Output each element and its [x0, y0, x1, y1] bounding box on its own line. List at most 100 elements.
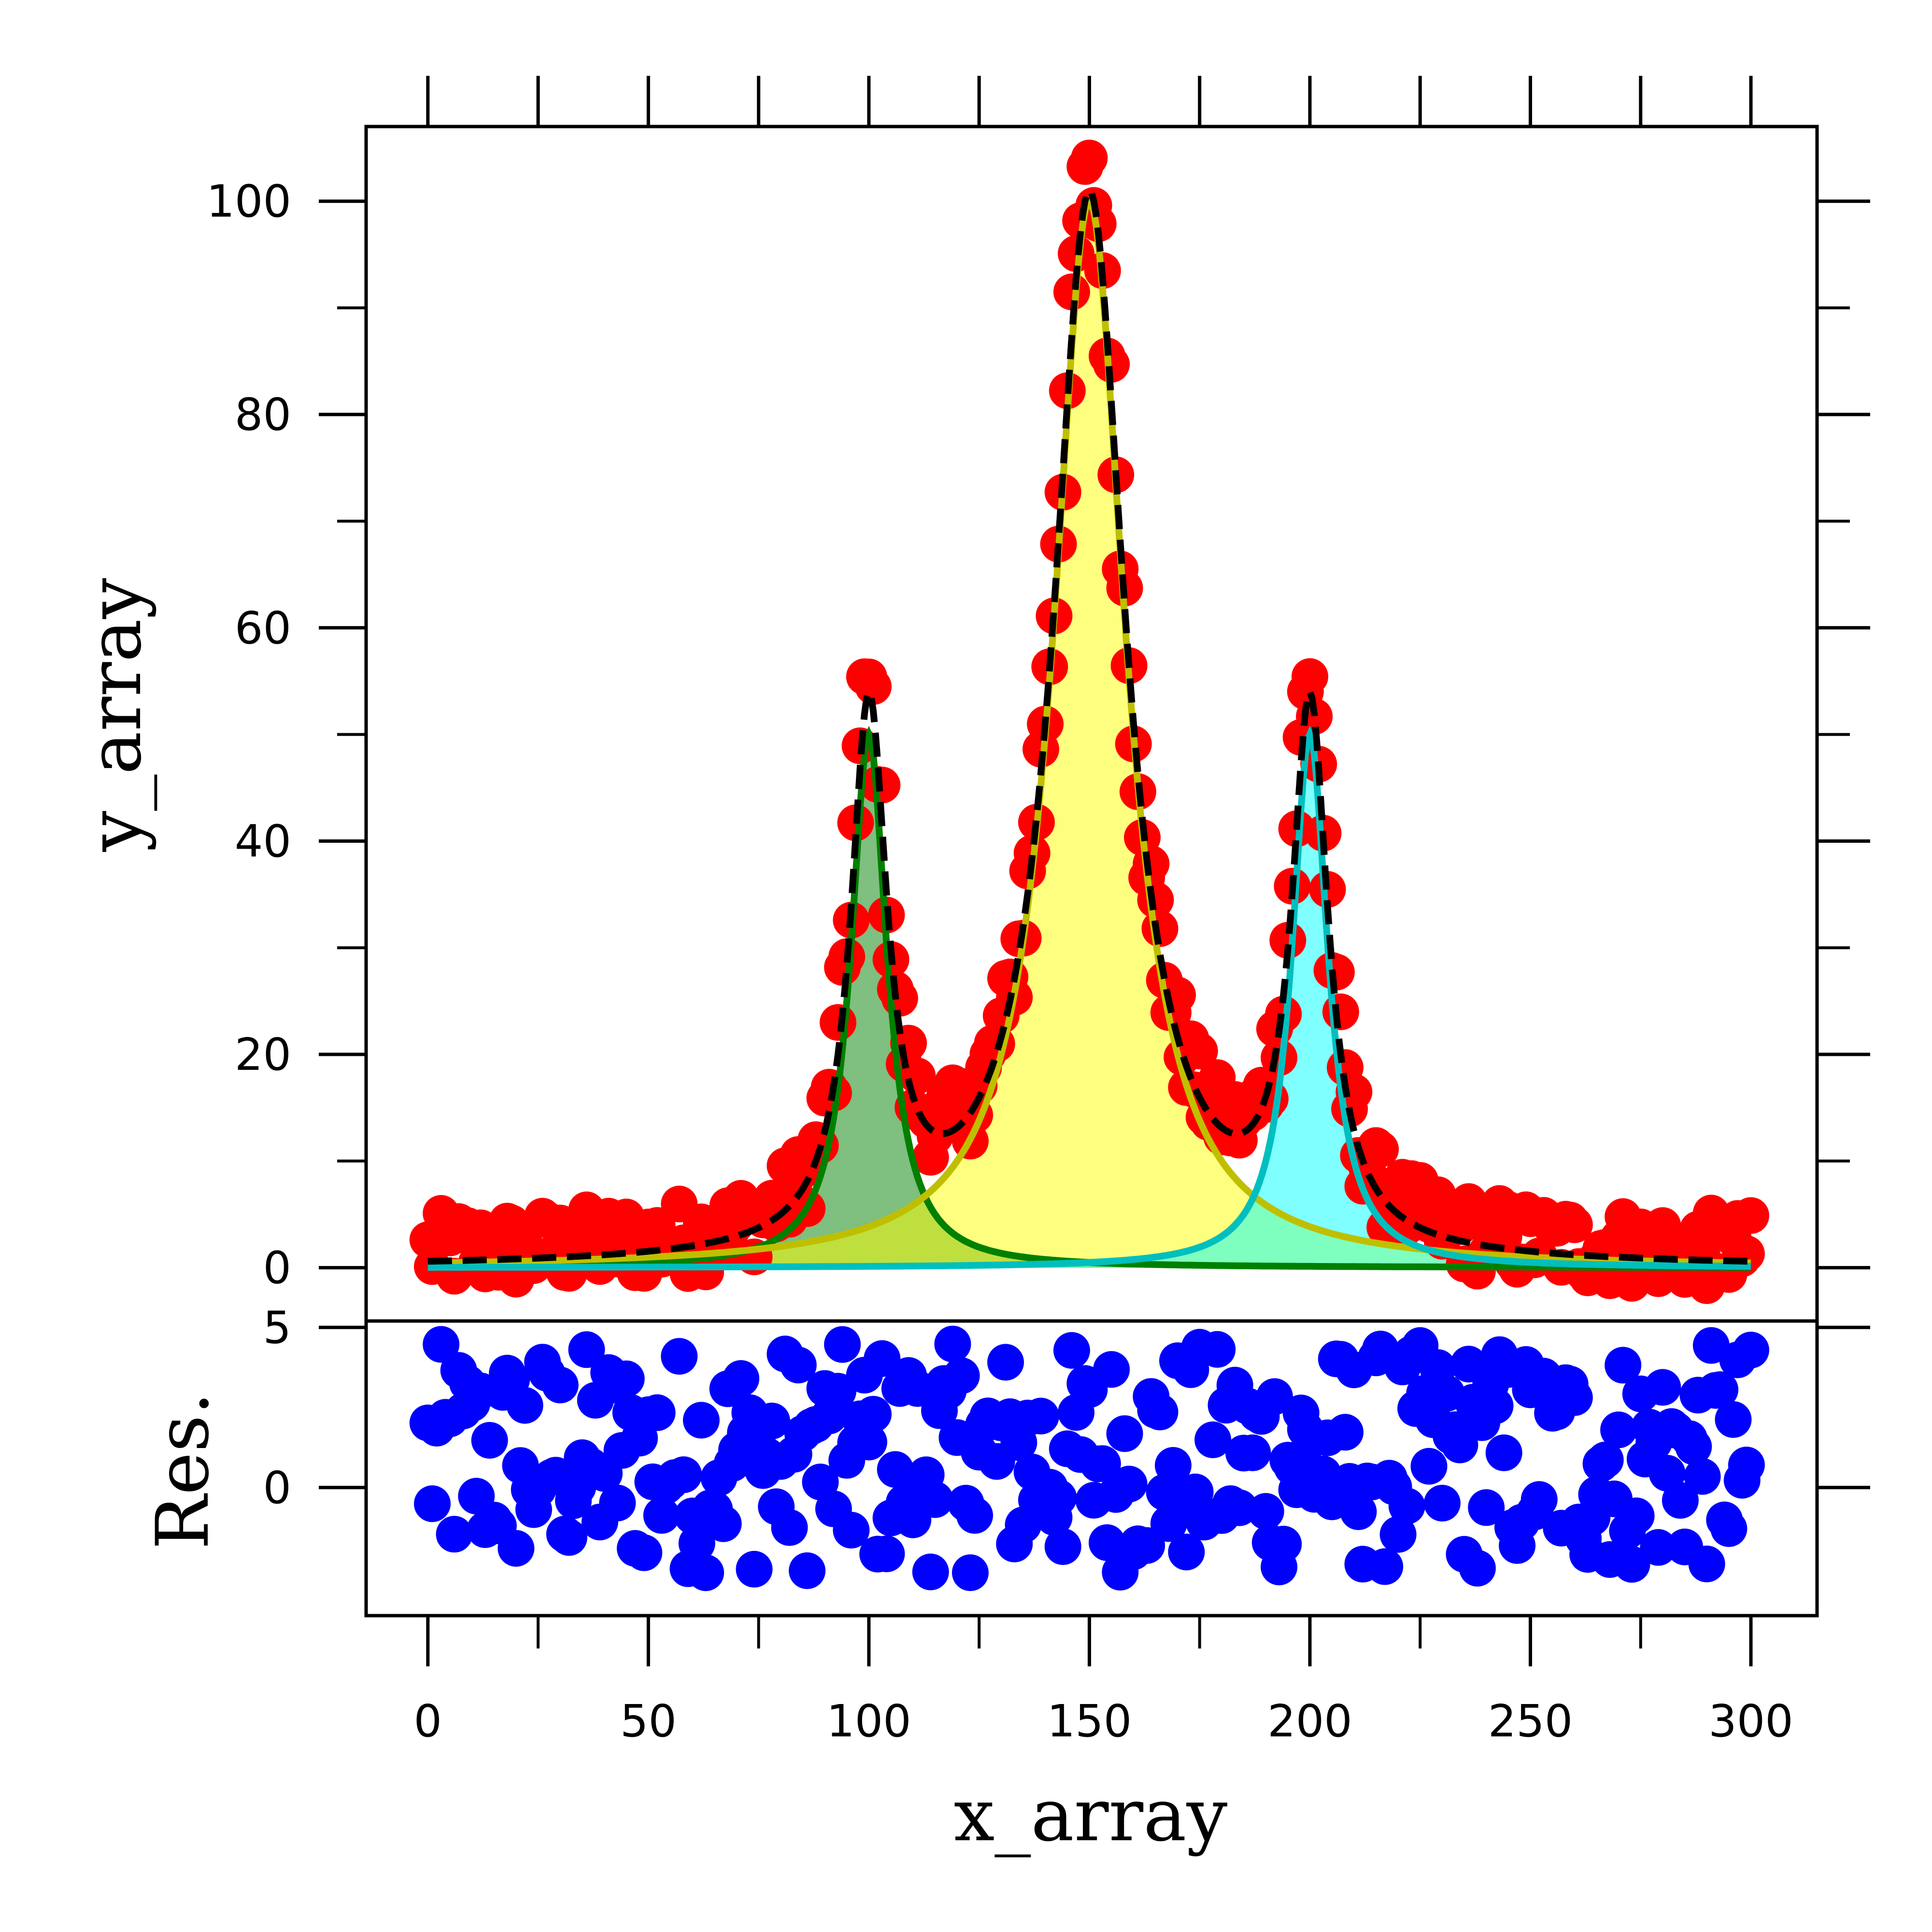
residual-point	[868, 1535, 905, 1573]
residual-panel: 0 50 100 150 200 250 300 0 5 Res. x_array	[141, 1302, 1870, 1858]
residual-point	[952, 1554, 989, 1591]
residual-point	[1194, 1421, 1232, 1458]
residual-point	[753, 1403, 790, 1439]
residual-point	[1379, 1516, 1417, 1553]
component-curve-3	[427, 725, 1751, 1271]
residual-point	[1106, 1415, 1143, 1452]
data-point	[820, 1004, 856, 1041]
residual-point	[1733, 1332, 1769, 1369]
residual-point	[1168, 1534, 1205, 1571]
residual-point	[943, 1357, 980, 1394]
residual-point	[723, 1360, 760, 1397]
residual-point	[661, 1338, 698, 1375]
residual-point	[934, 1325, 971, 1363]
residual-point	[1600, 1411, 1637, 1449]
residual-point	[1265, 1525, 1302, 1563]
residual-point	[665, 1456, 702, 1493]
y-tick-label: 100	[206, 176, 291, 227]
x-tick-label: 100	[826, 1695, 911, 1747]
component-curve-2	[427, 196, 1751, 1266]
residual-point	[789, 1552, 826, 1589]
x-tick-label: 150	[1047, 1695, 1132, 1747]
residual-point	[912, 1553, 949, 1591]
residual-point	[1234, 1434, 1271, 1471]
main-ticks: 0 20 40 60 80 100	[206, 76, 1870, 1294]
residual-point	[678, 1525, 715, 1562]
data-point	[1556, 1206, 1593, 1243]
residual-point	[1640, 1529, 1677, 1566]
residual-point	[1468, 1489, 1505, 1526]
data-point	[1181, 1033, 1218, 1069]
data-point	[1053, 273, 1090, 311]
data-point	[1733, 1197, 1769, 1234]
residual-point	[414, 1485, 451, 1522]
data-point	[1071, 140, 1108, 177]
x-tick-label: 50	[620, 1695, 677, 1747]
residual-point	[956, 1497, 993, 1534]
residual-point	[780, 1347, 817, 1384]
residual-point	[1556, 1379, 1593, 1416]
residual-point	[1587, 1441, 1624, 1478]
residual-point	[436, 1516, 473, 1553]
residual-point	[824, 1326, 861, 1363]
residual-point	[916, 1481, 953, 1518]
residual-point	[1340, 1493, 1377, 1530]
x-tick-label: 200	[1267, 1695, 1352, 1747]
residual-point	[1110, 1465, 1148, 1503]
residual-point	[1662, 1482, 1699, 1519]
residual-point	[1327, 1414, 1364, 1451]
residual-point	[820, 1373, 856, 1410]
residual-point	[850, 1423, 887, 1461]
data-point	[1269, 922, 1307, 959]
residual-point	[833, 1512, 870, 1548]
x-tick-label: 300	[1708, 1695, 1793, 1747]
residual-point	[1605, 1347, 1642, 1384]
residual-point	[1410, 1448, 1448, 1485]
total-fit-curve	[427, 185, 1751, 1265]
res-y-tick-label: 0	[263, 1462, 291, 1514]
component-fill-2	[427, 201, 1751, 1268]
residual-point	[1023, 1397, 1059, 1435]
y-tick-label: 40	[235, 815, 291, 867]
residual-point	[1154, 1447, 1192, 1484]
residual-point	[1688, 1546, 1725, 1582]
residual-point	[1675, 1428, 1712, 1465]
residual-points	[409, 1325, 1769, 1591]
residual-point	[471, 1422, 508, 1459]
x-tick-label: 0	[414, 1695, 442, 1747]
residual-point	[1199, 1331, 1236, 1368]
residual-point	[705, 1505, 742, 1542]
x-tick-label: 250	[1488, 1695, 1573, 1747]
residual-point	[1040, 1479, 1077, 1516]
residual-point	[1044, 1528, 1081, 1565]
residual-point	[1485, 1434, 1522, 1471]
residual-point	[1256, 1378, 1293, 1415]
residual-point	[855, 1396, 892, 1433]
residual-point	[1247, 1493, 1284, 1530]
y-tick-label: 60	[235, 602, 291, 654]
data-point	[1133, 845, 1170, 882]
residual-point	[1441, 1426, 1478, 1463]
residual-point	[736, 1550, 773, 1588]
residual-point	[599, 1484, 636, 1521]
y-tick-label: 20	[235, 1029, 291, 1080]
residual-ticks: 0 50 100 150 200 250 300 0 5	[263, 1302, 1870, 1747]
residual-point	[1520, 1481, 1558, 1518]
residual-point	[1093, 1351, 1130, 1388]
res-y-tick-label: 5	[263, 1302, 291, 1353]
residual-point	[551, 1519, 587, 1556]
data-point	[1362, 1131, 1399, 1168]
residual-point	[1423, 1485, 1461, 1522]
residual-point	[1644, 1369, 1681, 1406]
y-tick-label: 0	[263, 1242, 291, 1294]
main-panel: 0 20 40 60 80 100 y_array	[73, 76, 1870, 1323]
residual-point	[1053, 1332, 1090, 1369]
residual-point	[1477, 1387, 1514, 1424]
residual-point	[1648, 1455, 1686, 1492]
residual-point	[1728, 1447, 1765, 1484]
residual-point	[1141, 1393, 1179, 1431]
residual-point	[682, 1402, 720, 1439]
residual-plot-frame	[364, 1319, 1819, 1618]
residual-point	[987, 1344, 1024, 1381]
